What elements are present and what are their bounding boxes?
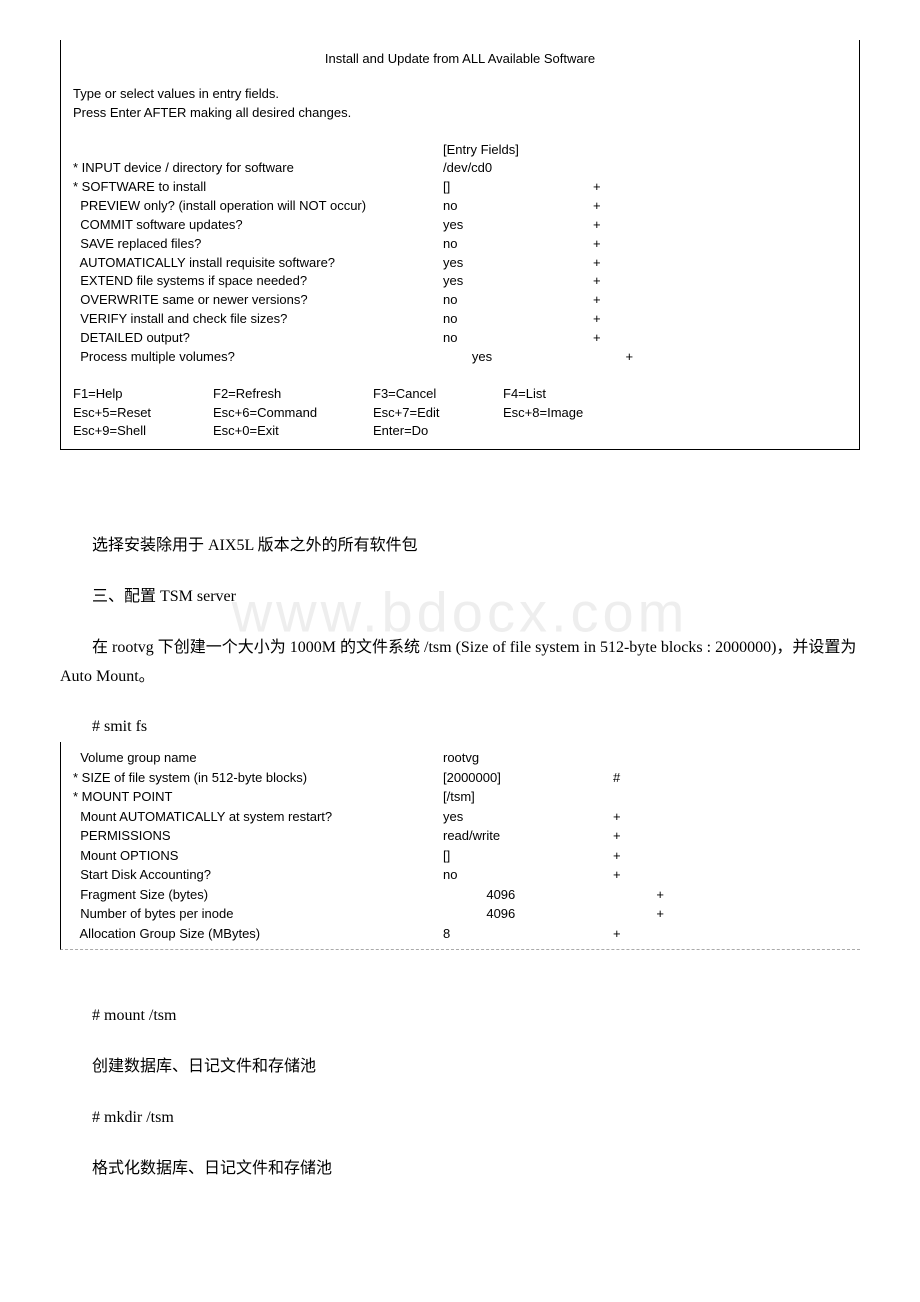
row-plus: +	[593, 216, 633, 235]
row-value: yes	[443, 807, 613, 827]
row-plus	[613, 787, 653, 807]
row-value: []	[443, 178, 593, 197]
row-value: []	[443, 846, 613, 866]
row-plus: +	[613, 846, 653, 866]
row-label: COMMIT software updates?	[73, 216, 443, 235]
row-plus: +	[593, 348, 633, 367]
row-label: OVERWRITE same or newer versions?	[73, 291, 443, 310]
row-value: read/write	[443, 826, 613, 846]
screen-title: Install and Update from ALL Available So…	[73, 50, 847, 69]
paragraph: 选择安装除用于 AIX5L 版本之外的所有软件包	[60, 532, 860, 561]
row-plus: +	[593, 178, 633, 197]
fkey: Esc+5=Reset	[73, 404, 213, 423]
row-value: no	[443, 310, 593, 329]
row-label: Start Disk Accounting?	[73, 865, 443, 885]
function-keys: F1=Help F2=Refresh F3=Cancel F4=List Esc…	[73, 385, 847, 442]
row-plus: +	[613, 885, 664, 905]
row-value: /dev/cd0	[443, 159, 593, 178]
row-value: yes	[443, 254, 593, 273]
row-plus: +	[613, 904, 664, 924]
row-label: Allocation Group Size (MBytes)	[73, 924, 443, 944]
row-plus	[593, 159, 633, 178]
row-plus: +	[613, 807, 653, 827]
fkey: F2=Refresh	[213, 385, 373, 404]
fkey: Esc+8=Image	[503, 404, 653, 423]
command-text: # smit fs	[60, 713, 860, 742]
row-plus: +	[613, 924, 653, 944]
row-label: EXTEND file systems if space needed?	[73, 272, 443, 291]
command-text: # mount /tsm	[60, 1002, 860, 1031]
row-plus: +	[593, 272, 633, 291]
row-value: [2000000]	[443, 768, 613, 788]
row-value: yes	[443, 272, 593, 291]
fkey: Esc+6=Command	[213, 404, 373, 423]
row-value: 4096	[443, 904, 613, 924]
heading: 三、配置 TSM server	[60, 583, 860, 612]
fkey: Esc+7=Edit	[373, 404, 503, 423]
row-plus: +	[593, 197, 633, 216]
intro-1: Type or select values in entry fields.	[73, 85, 847, 104]
row-value: yes	[443, 216, 593, 235]
fkey: F1=Help	[73, 385, 213, 404]
row-label: * SIZE of file system (in 512-byte block…	[73, 768, 443, 788]
row-label: * INPUT device / directory for software	[73, 159, 443, 178]
row-label: PERMISSIONS	[73, 826, 443, 846]
row-plus: +	[593, 329, 633, 348]
entry-fields-header: [Entry Fields]	[443, 141, 593, 160]
row-label: Fragment Size (bytes)	[73, 885, 443, 905]
row-value: no	[443, 291, 593, 310]
intro-2: Press Enter AFTER making all desired cha…	[73, 104, 847, 123]
row-value: [/tsm]	[443, 787, 613, 807]
row-label: PREVIEW only? (install operation will NO…	[73, 197, 443, 216]
row-plus: +	[593, 291, 633, 310]
row-plus: +	[613, 865, 653, 885]
row-value: yes	[443, 348, 593, 367]
row-label: * MOUNT POINT	[73, 787, 443, 807]
row-plus: +	[613, 826, 653, 846]
row-label: Mount AUTOMATICALLY at system restart?	[73, 807, 443, 827]
row-value: no	[443, 197, 593, 216]
row-label: Process multiple volumes?	[73, 348, 443, 367]
fkey: Esc+9=Shell	[73, 422, 213, 441]
row-value: rootvg	[443, 748, 613, 768]
row-value: no	[443, 235, 593, 254]
row-label: Mount OPTIONS	[73, 846, 443, 866]
row-value: 4096	[443, 885, 613, 905]
row-plus: +	[593, 235, 633, 254]
paragraph: 在 rootvg 下创建一个大小为 1000M 的文件系统 /tsm (Size…	[60, 634, 860, 692]
row-plus: #	[613, 768, 653, 788]
row-value: no	[443, 329, 593, 348]
row-label: Volume group name	[73, 748, 443, 768]
row-label: AUTOMATICALLY install requisite software…	[73, 254, 443, 273]
install-screen: Install and Update from ALL Available So…	[60, 40, 860, 450]
fkey	[503, 422, 653, 441]
fs-screen: Volume group namerootvg * SIZE of file s…	[60, 742, 860, 950]
fkey: Esc+0=Exit	[213, 422, 373, 441]
row-value: no	[443, 865, 613, 885]
row-label: DETAILED output?	[73, 329, 443, 348]
command-text: # mkdir /tsm	[60, 1104, 860, 1133]
row-label: * SOFTWARE to install	[73, 178, 443, 197]
fkey: Enter=Do	[373, 422, 503, 441]
fkey: F4=List	[503, 385, 653, 404]
row-plus: +	[593, 254, 633, 273]
row-label: SAVE replaced files?	[73, 235, 443, 254]
paragraph: 格式化数据库、日记文件和存储池	[60, 1155, 860, 1184]
row-plus: +	[593, 310, 633, 329]
row-label: Number of bytes per inode	[73, 904, 443, 924]
row-value: 8	[443, 924, 613, 944]
fkey: F3=Cancel	[373, 385, 503, 404]
paragraph: 创建数据库、日记文件和存储池	[60, 1053, 860, 1082]
row-label: VERIFY install and check file sizes?	[73, 310, 443, 329]
row-plus	[613, 748, 653, 768]
